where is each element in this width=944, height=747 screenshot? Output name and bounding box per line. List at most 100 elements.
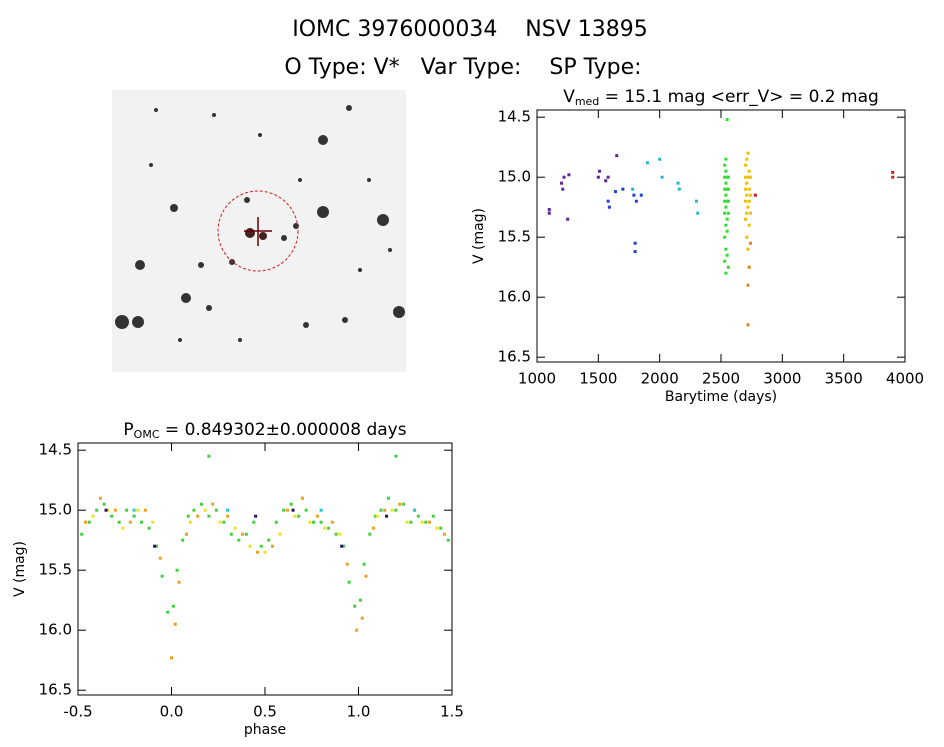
x-tick-label: 3500 [825, 370, 863, 388]
data-point [631, 187, 635, 191]
x-tick-label: 0.0 [160, 703, 184, 721]
data-point [355, 628, 359, 632]
data-point [409, 520, 413, 524]
title-rest: = 0.849302±0.000008 days [160, 420, 407, 440]
data-point [724, 223, 728, 227]
data-point [345, 562, 349, 566]
data-point [375, 514, 379, 518]
data-point [435, 526, 439, 530]
data-point [744, 175, 748, 179]
data-point [443, 532, 447, 536]
data-point [241, 532, 245, 536]
data-point [383, 508, 387, 512]
data-point [748, 211, 752, 215]
data-point [747, 199, 751, 203]
y-tick-label: 15.0 [498, 168, 531, 186]
data-point [340, 544, 344, 548]
star-field-image [112, 90, 406, 372]
data-point [634, 199, 638, 203]
data-point [424, 520, 428, 524]
data-point [291, 508, 295, 512]
y-tick-label: 15.5 [498, 228, 531, 246]
data-point [192, 508, 196, 512]
data-point [117, 520, 121, 524]
data-point [694, 199, 698, 203]
x-tick-label: 1.5 [440, 703, 464, 721]
data-point [214, 508, 218, 512]
data-point [394, 454, 398, 458]
x-tick-label: 3000 [763, 370, 801, 388]
data-point [132, 514, 136, 518]
data-point [723, 235, 727, 239]
x-axis-label: Barytime (days) [665, 389, 777, 405]
data-point [91, 514, 95, 518]
data-point [747, 169, 751, 173]
data-point [353, 604, 357, 608]
data-point [744, 217, 748, 221]
title-subscript: med [575, 95, 599, 108]
y-axis-label: V (mag) [471, 208, 487, 264]
data-point [308, 520, 312, 524]
data-point [562, 175, 566, 179]
data-point [607, 205, 611, 209]
x-tick-label: 1500 [579, 370, 617, 388]
plot-frame [77, 442, 453, 696]
data-point [633, 241, 637, 245]
data-point [390, 508, 394, 512]
data-point [394, 508, 398, 512]
data-point [748, 193, 752, 197]
data-point [256, 550, 260, 554]
data-point [158, 556, 162, 560]
data-point [726, 211, 730, 215]
data-point [632, 193, 636, 197]
data-point [416, 514, 420, 518]
data-point [658, 157, 662, 161]
data-point [121, 526, 125, 530]
data-point [746, 323, 750, 327]
data-point [184, 532, 188, 536]
data-point [746, 205, 750, 209]
data-point [724, 169, 728, 173]
data-point [385, 514, 389, 518]
data-point [745, 181, 749, 185]
data-point [207, 454, 211, 458]
data-point [547, 211, 551, 215]
data-point [199, 502, 203, 506]
data-point [401, 502, 405, 506]
x-tick-label: 1000 [518, 370, 556, 388]
data-point [723, 259, 727, 263]
data-point [561, 187, 565, 191]
data-point [248, 544, 252, 548]
title-main: V [563, 87, 575, 107]
data-point [621, 187, 625, 191]
data-point [125, 508, 129, 512]
data-point [724, 181, 728, 185]
data-point [604, 179, 608, 183]
data-point [263, 550, 267, 554]
data-point [233, 526, 237, 530]
x-tick-label: -0.5 [63, 703, 92, 721]
x-tick-label: 0.5 [253, 703, 277, 721]
data-point [723, 187, 727, 191]
data-point [244, 532, 248, 536]
data-point [566, 217, 570, 221]
data-point [386, 496, 390, 500]
data-point [891, 170, 895, 174]
data-point [106, 508, 110, 512]
data-point [696, 211, 700, 215]
data-point [676, 181, 680, 185]
data-point [252, 520, 256, 524]
data-point [285, 508, 289, 512]
data-point [270, 544, 274, 548]
data-point [439, 526, 443, 530]
data-point [358, 598, 362, 602]
y-tick-label: 14.5 [39, 441, 72, 459]
data-point [596, 175, 600, 179]
data-point [203, 508, 207, 512]
data-point [633, 250, 637, 254]
data-point [166, 610, 170, 614]
data-point [297, 514, 301, 518]
data-point [147, 526, 151, 530]
data-point [282, 508, 286, 512]
y-tick-label: 16.0 [498, 288, 531, 306]
